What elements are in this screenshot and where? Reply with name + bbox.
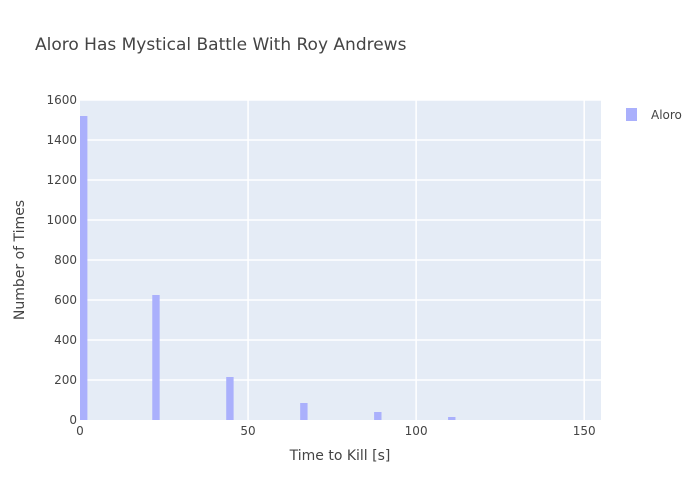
chart-title: Aloro Has Mystical Battle With Roy Andre… [35,35,407,55]
bar[interactable] [374,412,382,420]
x-tick-labels: 0 50 100 150 [76,424,595,438]
legend-swatch-aloro[interactable] [626,108,637,121]
y-tick-labels: 0 200 400 600 800 1000 1200 1400 1600 [46,93,77,427]
y-tick-label: 800 [54,253,77,267]
y-axis-title: Number of Times [12,200,28,320]
x-tick-label: 150 [573,424,596,438]
bar[interactable] [300,403,308,420]
bar[interactable] [448,417,456,420]
x-tick-label: 100 [405,424,428,438]
y-tick-label: 1200 [46,173,77,187]
legend[interactable]: Aloro [626,108,682,122]
gridlines [80,99,601,420]
y-tick-label: 0 [69,413,77,427]
x-axis-title: Time to Kill [s] [289,448,391,464]
bar[interactable] [152,295,160,420]
x-tick-label: 50 [240,424,255,438]
bar[interactable] [226,377,234,420]
bar[interactable] [80,116,88,420]
y-tick-label: 1000 [46,213,77,227]
legend-label-aloro[interactable]: Aloro [651,108,682,122]
y-tick-label: 1600 [46,93,77,107]
y-tick-label: 1400 [46,133,77,147]
bars [80,116,456,420]
y-tick-label: 200 [54,373,77,387]
y-tick-label: 400 [54,333,77,347]
x-tick-label: 0 [76,424,84,438]
y-tick-label: 600 [54,293,77,307]
